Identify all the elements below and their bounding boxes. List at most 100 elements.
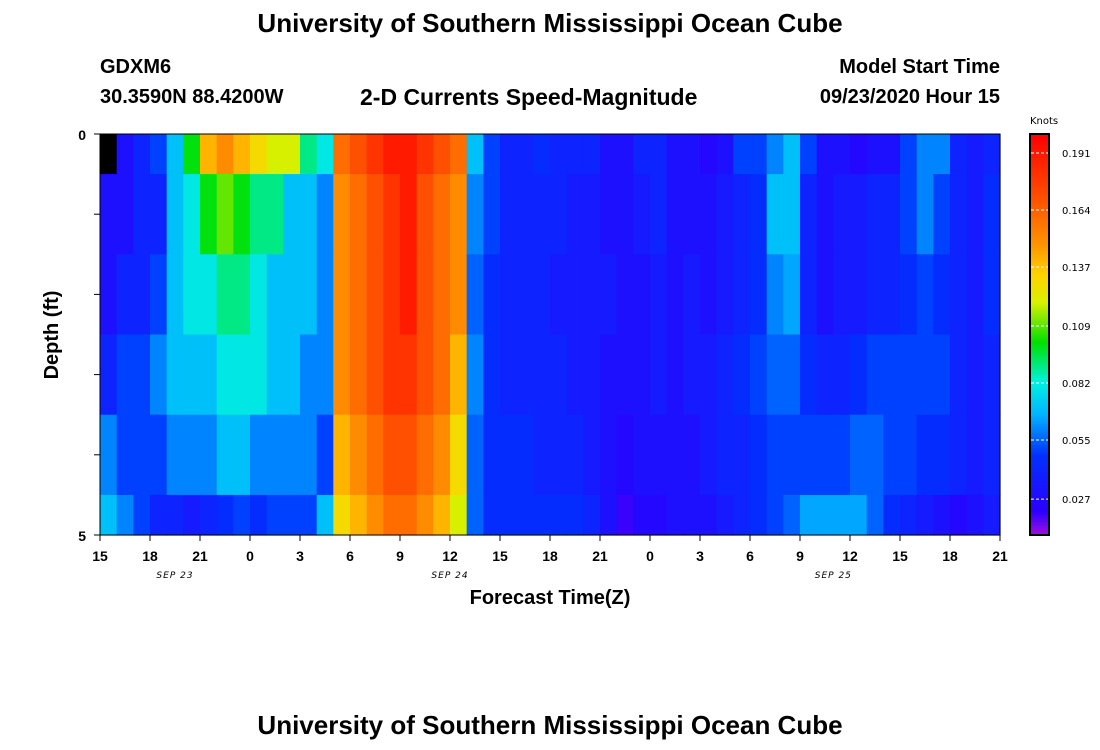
heatmap-cell — [950, 494, 968, 536]
x-date-label: SEP 23 — [156, 571, 193, 581]
heatmap-cell — [100, 414, 118, 496]
heatmap-cell — [100, 334, 118, 416]
heatmap-cell — [600, 494, 618, 536]
heatmap-cell — [183, 494, 201, 536]
heatmap-cell — [950, 334, 968, 416]
heatmap-cell — [516, 134, 534, 175]
heatmap-cell — [333, 334, 351, 416]
heatmap-cell — [283, 134, 301, 175]
heatmap-cell — [250, 494, 268, 536]
heatmap-cell — [850, 174, 868, 255]
heatmap-cell — [183, 174, 201, 255]
heatmap-cell — [450, 134, 468, 175]
heatmap-cell — [583, 494, 601, 536]
heatmap-cell — [650, 494, 668, 536]
heatmap-cell — [316, 174, 334, 255]
heatmap-cell — [650, 134, 668, 175]
heatmap-cell — [433, 174, 451, 255]
heatmap-cell — [700, 174, 718, 255]
colorbar-tick-label: 0.082 — [1062, 379, 1091, 390]
heatmap-cell — [133, 414, 151, 496]
heatmap-cell — [183, 254, 201, 336]
model-start-value: 09/23/2020 Hour 15 — [819, 86, 1000, 108]
heatmap-cell — [366, 334, 384, 416]
heatmap-cell — [866, 134, 884, 175]
heatmap-cell — [600, 334, 618, 416]
heatmap-cell — [150, 254, 168, 336]
heatmap-cell — [733, 134, 751, 175]
heatmap-cell — [500, 334, 518, 416]
heatmap-cell — [283, 334, 301, 416]
heatmap-cell — [150, 134, 168, 175]
heatmap-cell — [966, 174, 984, 255]
heatmap-cell — [766, 334, 784, 416]
heatmap-cell — [100, 134, 118, 175]
heatmap-cell — [233, 134, 251, 175]
heatmap-cell — [533, 334, 551, 416]
heatmap-cell — [550, 254, 568, 336]
heatmap-cell — [950, 134, 968, 175]
heatmap-cell — [933, 254, 951, 336]
heatmap-cell — [400, 414, 418, 496]
heatmap-cell — [400, 254, 418, 336]
heatmap-cell — [400, 334, 418, 416]
heatmap-cell — [716, 334, 734, 416]
heatmap-cell — [583, 414, 601, 496]
heatmap-cell — [883, 134, 901, 175]
heatmap-cell — [600, 414, 618, 496]
heatmap-cell — [183, 134, 201, 175]
heatmap-cell — [400, 174, 418, 255]
heatmap-cell — [700, 334, 718, 416]
heatmap-cell — [750, 414, 768, 496]
heatmap-cell — [883, 494, 901, 536]
heatmap-cell — [483, 134, 501, 175]
heatmap-cell — [800, 254, 818, 336]
heatmap-cell — [216, 174, 234, 255]
heatmap-cell — [866, 254, 884, 336]
heatmap-cell — [400, 494, 418, 536]
heatmap-cell — [766, 134, 784, 175]
heatmap-cell — [950, 254, 968, 336]
heatmap-cell — [600, 254, 618, 336]
heatmap-cell — [833, 134, 851, 175]
heatmap-cell — [816, 174, 834, 255]
heatmap-cell — [333, 134, 351, 175]
heatmap-cell — [700, 414, 718, 496]
heatmap-cell — [216, 134, 234, 175]
x-tick-label: 3 — [296, 548, 304, 564]
heatmap-cell — [533, 134, 551, 175]
heatmap-cell — [216, 414, 234, 496]
heatmap-cell — [916, 414, 934, 496]
station-location: 30.3590N 88.4200W — [100, 86, 284, 108]
heatmap-cell — [783, 494, 801, 536]
heatmap-cell — [400, 134, 418, 175]
heatmap-cell — [600, 134, 618, 175]
heatmap-cell — [533, 254, 551, 336]
x-tick-label: 15 — [92, 548, 108, 564]
heatmap-cell — [866, 494, 884, 536]
heatmap-cell — [100, 494, 118, 536]
heatmap-cell — [616, 174, 634, 255]
x-tick-label: 15 — [492, 548, 508, 564]
heatmap-cell — [816, 414, 834, 496]
heatmap-cell — [616, 494, 634, 536]
heatmap-cells — [100, 134, 1001, 536]
heatmap-cell — [416, 254, 434, 336]
heatmap-cell — [966, 494, 984, 536]
x-axis-title: Forecast Time(Z) — [470, 587, 631, 609]
heatmap-cell — [566, 174, 584, 255]
heatmap-cell — [150, 334, 168, 416]
heatmap-cell — [566, 134, 584, 175]
heatmap-cell — [200, 254, 218, 336]
heatmap-cell — [216, 494, 234, 536]
heatmap-cell — [583, 174, 601, 255]
page-title-bottom: University of Southern Mississippi Ocean… — [257, 710, 843, 740]
heatmap-cell — [133, 334, 151, 416]
heatmap-cell — [566, 254, 584, 336]
heatmap-cell — [633, 414, 651, 496]
heatmap-cell — [750, 134, 768, 175]
heatmap-cell — [933, 134, 951, 175]
heatmap-cell — [650, 334, 668, 416]
heatmap-cell — [433, 134, 451, 175]
